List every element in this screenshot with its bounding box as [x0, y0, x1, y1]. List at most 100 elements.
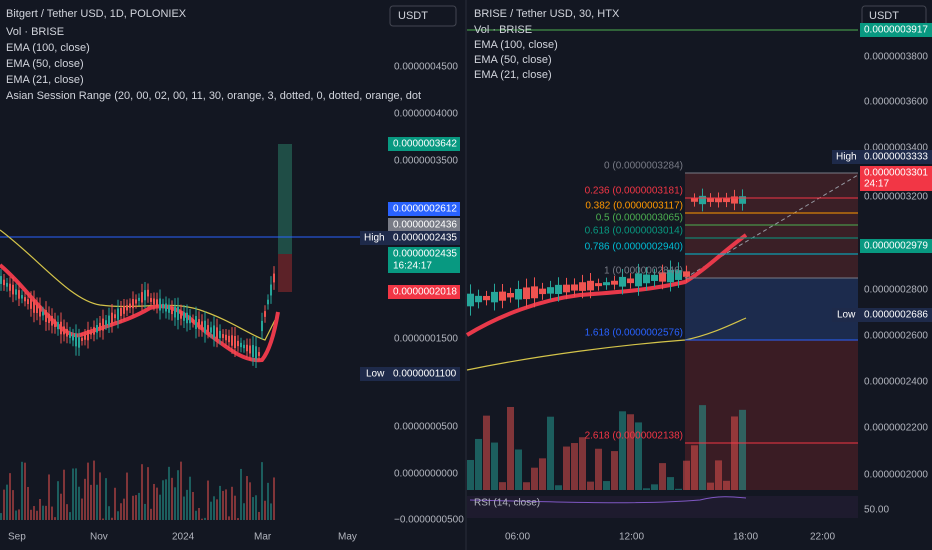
- candle: [129, 303, 131, 308]
- tag: [832, 150, 860, 164]
- volume-bar: [123, 498, 125, 520]
- candle: [114, 314, 116, 319]
- volume-bar: [108, 506, 110, 520]
- trend-line: [684, 174, 859, 279]
- candle: [555, 284, 562, 295]
- candle: [195, 316, 197, 329]
- volume-bar: [105, 478, 107, 520]
- time-label: Nov: [90, 532, 108, 543]
- candle: [675, 270, 682, 280]
- candle: [683, 271, 690, 277]
- volume-bar: [611, 451, 618, 490]
- volume-bar: [683, 460, 690, 490]
- candle: [707, 198, 714, 202]
- volume-bar: [3, 489, 5, 520]
- price-label: 0.0000000000: [394, 469, 458, 480]
- tag: [360, 231, 388, 245]
- candle: [48, 313, 50, 323]
- volume-bar: [126, 472, 128, 520]
- candle: [587, 280, 594, 291]
- volume-bar: [635, 422, 642, 490]
- volume-bar: [177, 470, 179, 520]
- candle: [87, 329, 89, 341]
- candle: [699, 195, 706, 205]
- candle: [225, 334, 227, 341]
- price-label: 0.0000002200: [864, 423, 928, 434]
- candle: [9, 283, 11, 291]
- volume-bar: [213, 496, 215, 520]
- long-zone: [278, 144, 292, 254]
- volume-bar: [267, 482, 269, 520]
- volume-bar: [234, 495, 236, 520]
- candle: [210, 327, 212, 333]
- volume-bar: [531, 467, 538, 490]
- volume-bar: [201, 518, 203, 520]
- volume-bar: [222, 490, 224, 520]
- legend-item: EMA (50, close): [6, 58, 84, 70]
- candle: [141, 292, 143, 303]
- ema-line: [466, 317, 747, 371]
- high-tag: High: [836, 152, 857, 163]
- fib-zone: [685, 340, 858, 490]
- volume-bar: [231, 486, 233, 520]
- volume-bar: [165, 479, 167, 520]
- price-label: 0.0000003600: [864, 97, 928, 108]
- volume-bar: [9, 473, 11, 520]
- volume-bar: [90, 484, 92, 520]
- volume-bar: [21, 461, 23, 520]
- volume-bar: [189, 476, 191, 520]
- candle: [108, 315, 110, 326]
- candle: [267, 299, 269, 305]
- volume-bar: [539, 458, 546, 490]
- volume-bar: [162, 480, 164, 520]
- volume-bar: [96, 484, 98, 520]
- ema-line: [465, 233, 748, 337]
- candle: [177, 307, 179, 320]
- currency-button[interactable]: [389, 5, 457, 27]
- price-label: 0.0000001500: [394, 334, 458, 345]
- candle: [619, 276, 626, 287]
- price-tag: [388, 247, 460, 261]
- candle: [45, 310, 47, 322]
- volume-bar: [39, 498, 41, 520]
- candle: [66, 329, 68, 337]
- volume-bar: [483, 415, 490, 490]
- candle: [153, 298, 155, 305]
- ema-line: [0, 229, 276, 341]
- candle: [174, 306, 176, 318]
- high-tag: High: [364, 233, 385, 244]
- candle: [72, 334, 74, 341]
- volume-bar: [102, 518, 104, 520]
- rsi-pane: [467, 496, 858, 518]
- volume-bar: [240, 468, 242, 520]
- volume-bar: [659, 463, 666, 490]
- price-tag-text: 0.0000002612: [393, 204, 457, 215]
- volume-bar: [135, 495, 137, 520]
- candle: [467, 293, 474, 307]
- volume-bar: [270, 503, 272, 520]
- candle: [273, 273, 275, 283]
- volume-bar: [204, 517, 206, 520]
- volume-bar: [258, 511, 260, 520]
- volume-bar: [78, 486, 80, 520]
- legend-item: EMA (50, close): [474, 54, 552, 66]
- volume-bar: [587, 481, 594, 490]
- volume-bar: [228, 516, 230, 520]
- volume-bar: [81, 498, 83, 520]
- volume-bar: [261, 462, 263, 520]
- time-label: 12:00: [619, 532, 644, 543]
- volume-bar: [45, 505, 47, 520]
- price-label: 0.0000003800: [864, 52, 928, 63]
- candle: [531, 286, 538, 299]
- candle: [611, 280, 618, 285]
- volume-bar: [595, 448, 602, 490]
- fib-label: 0.236 (0.0000003181): [585, 186, 683, 197]
- price-tag: [860, 166, 932, 180]
- candle: [171, 306, 173, 315]
- candle: [84, 334, 86, 340]
- volume-bar: [12, 490, 14, 520]
- rsi-line: [469, 496, 747, 504]
- candle: [563, 284, 570, 293]
- legend-item: EMA (100, close): [6, 42, 90, 54]
- volume-bar: [627, 414, 634, 490]
